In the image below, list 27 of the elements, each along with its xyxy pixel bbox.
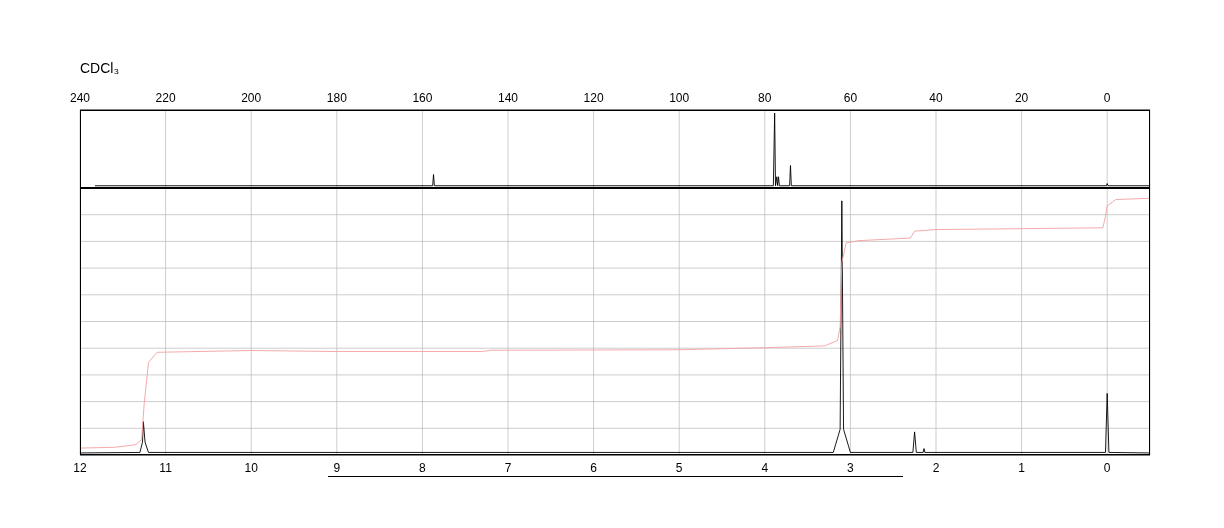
x-tick-label: 160 (412, 91, 433, 105)
x-tick-label: 12 (73, 460, 87, 475)
x-tick-label: 240 (69, 91, 91, 105)
x-tick-label: 6 (590, 460, 598, 475)
x-tick-label: 140 (497, 91, 519, 105)
x-tick-label: 200 (241, 91, 262, 105)
x-tick-label: 2 (932, 460, 940, 475)
x-tick-label: 20 (1014, 91, 1029, 105)
x-tick-label: 0 (1103, 91, 1111, 105)
x-tick-label: 60 (843, 91, 858, 105)
x-tick-label: 4 (761, 460, 769, 475)
x-tick-label: 40 (929, 91, 943, 105)
x-tick-label: 220 (155, 91, 176, 105)
x-tick-label: 100 (669, 91, 690, 105)
x-tick-label: 80 (758, 91, 772, 105)
x-tick-label: 11 (159, 460, 173, 475)
x-tick-label: 8 (419, 460, 427, 475)
x-tick-label: 9 (333, 460, 341, 475)
x-tick-label: 7 (504, 460, 512, 475)
x-tick-label: 180 (326, 91, 348, 105)
x-tick-label: 3 (847, 460, 855, 475)
x-tick-label: 10 (244, 460, 259, 475)
x-tick-label: 0 (1103, 460, 1111, 475)
text: CDCl₃ (80, 60, 120, 76)
x-tick-label: 5 (675, 460, 683, 475)
x-tick-label: 120 (583, 91, 604, 105)
x-tick-label: 1 (1018, 460, 1026, 475)
